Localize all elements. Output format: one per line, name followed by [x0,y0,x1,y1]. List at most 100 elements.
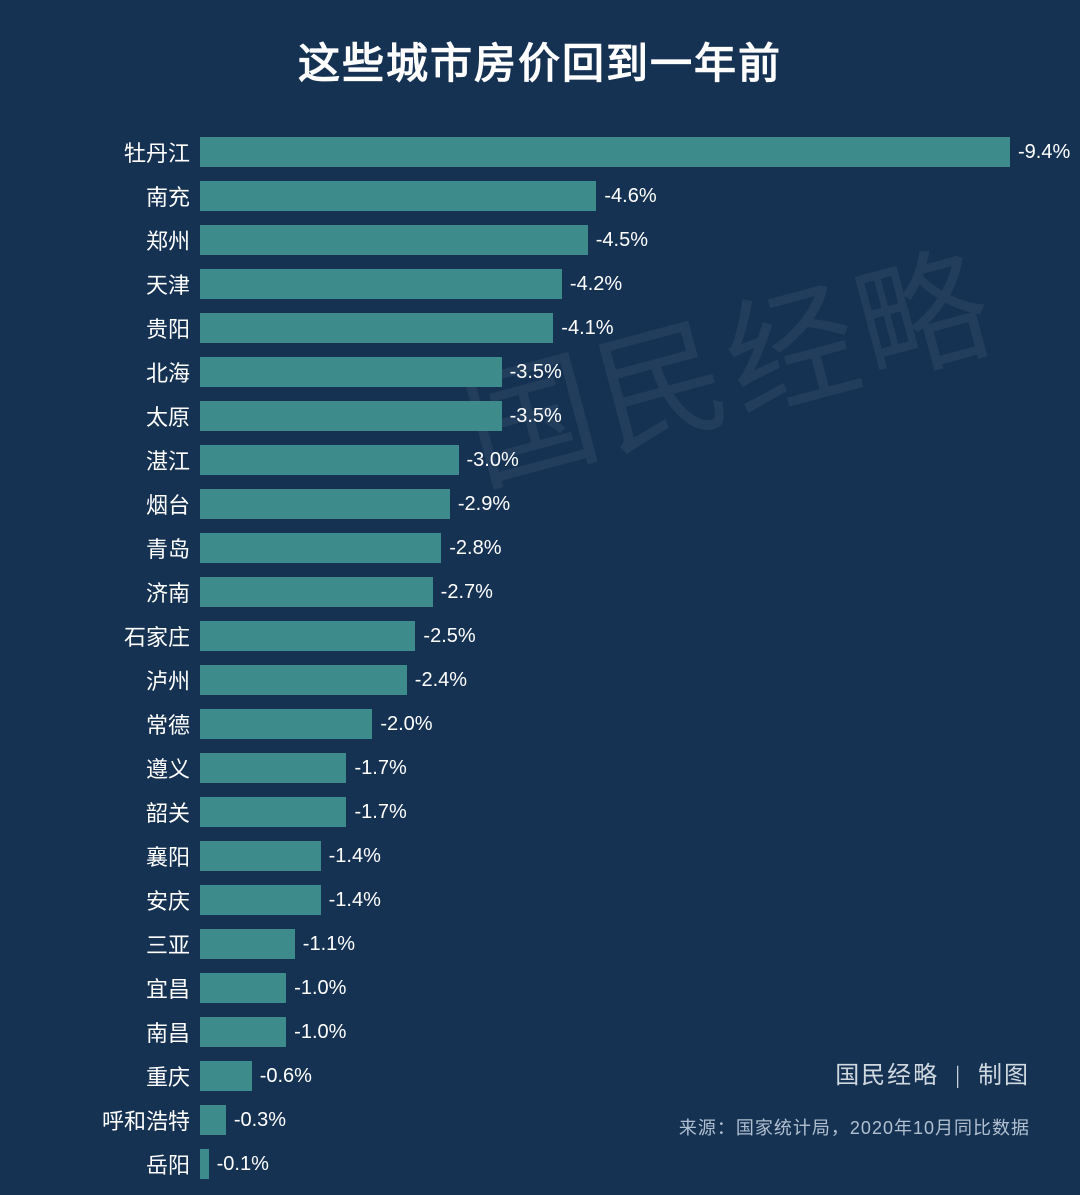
bar [200,1017,286,1047]
bar [200,621,415,651]
bar-row: 常德 -2.0% [40,703,1040,745]
value-label: -1.4% [329,845,381,868]
credits-brand: 国民经略 [835,1063,939,1089]
city-label: 湛江 [40,444,200,476]
value-label: -4.1% [561,317,613,340]
bar-row: 石家庄 -2.5% [40,615,1040,657]
bar-row: 烟台 -2.9% [40,483,1040,525]
bar-area: -2.8% [200,533,1040,563]
bar [200,841,321,871]
value-label: -2.7% [441,581,493,604]
bar-row: 宜昌-1.0% [40,967,1040,1009]
bar-row: 青岛-2.8% [40,527,1040,569]
bar-area: -3.0% [200,445,1040,475]
value-label: -1.7% [354,757,406,780]
bar [200,665,407,695]
bar-row: 济南 -2.7% [40,571,1040,613]
value-label: -2.9% [458,493,510,516]
value-label: -1.7% [354,801,406,824]
city-label: 三亚 [40,928,200,960]
bar [200,489,450,519]
value-label: -3.0% [467,449,519,472]
city-label: 南昌 [40,1016,200,1048]
bar [200,445,459,475]
bar-row: 郑州 -4.5% [40,219,1040,261]
value-label: -0.1% [217,1153,269,1176]
bar-row: 遵义 -1.7% [40,747,1040,789]
city-label: 烟台 [40,488,200,520]
value-label: -2.4% [415,669,467,692]
bar-row: 牡丹江-9.4% [40,131,1040,173]
credits-divider: | [955,1063,962,1090]
bar [200,533,441,563]
source-text: 来源：国家统计局，2020年10月同比数据 [679,1114,1030,1140]
city-label: 牡丹江 [40,136,200,168]
city-label: 常德 [40,708,200,740]
bar-area: -4.2% [200,269,1040,299]
chart-container: 这些城市房价回到一年前 国民经略 牡丹江-9.4%南充-4.6%郑州-4.5%天… [0,0,1080,1195]
bar [200,885,321,915]
bar-row: 韶关 -1.7% [40,791,1040,833]
value-label: -1.0% [294,977,346,1000]
bar [200,929,295,959]
city-label: 重庆 [40,1060,200,1092]
value-label: -3.5% [510,361,562,384]
value-label: -9.4% [1018,141,1070,164]
bar [200,577,433,607]
city-label: 石家庄 [40,620,200,652]
bar [200,753,346,783]
bar-area: -4.1% [200,313,1040,343]
bar [200,313,553,343]
city-label: 青岛 [40,532,200,564]
bar [200,401,502,431]
value-label: -2.5% [423,625,475,648]
bar-area: -4.5% [200,225,1040,255]
bar-row: 太原-3.5% [40,395,1040,437]
bar-area: -1.7% [200,797,1040,827]
city-label: 襄阳 [40,840,200,872]
bar [200,1149,209,1179]
bar [200,1105,226,1135]
value-label: -1.0% [294,1021,346,1044]
bar-area: -1.0% [200,1017,1040,1047]
bar [200,973,286,1003]
bar-area: -3.5% [200,357,1040,387]
bar [200,181,596,211]
city-label: 岳阳 [40,1148,200,1180]
bar-row: 南昌 -1.0% [40,1011,1040,1053]
bar-area: -9.4% [200,137,1070,167]
bar-area: -0.1% [200,1149,1040,1179]
city-label: 韶关 [40,796,200,828]
value-label: -0.6% [260,1065,312,1088]
bar-area: -1.7% [200,753,1040,783]
city-label: 太原 [40,400,200,432]
bar-row: 北海 -3.5% [40,351,1040,393]
bar-area: -1.1% [200,929,1040,959]
bar [200,709,372,739]
city-label: 安庆 [40,884,200,916]
city-label: 北海 [40,356,200,388]
bar-area: -2.7% [200,577,1040,607]
city-label: 济南 [40,576,200,608]
city-label: 郑州 [40,224,200,256]
value-label: -1.4% [329,889,381,912]
credits: 国民经略 | 制图 [835,1055,1030,1090]
value-label: -1.1% [303,933,355,956]
bar-row: 贵阳-4.1% [40,307,1040,349]
bar-area: -1.4% [200,885,1040,915]
bar-row: 安庆 -1.4% [40,879,1040,921]
bar-area: -2.0% [200,709,1040,739]
bar-row: 泸州 -2.4% [40,659,1040,701]
bar [200,269,562,299]
city-label: 天津 [40,268,200,300]
bar-area: -3.5% [200,401,1040,431]
city-label: 南充 [40,180,200,212]
bar-row: 湛江 -3.0% [40,439,1040,481]
chart-title: 这些城市房价回到一年前 [40,30,1040,91]
value-label: -2.0% [380,713,432,736]
value-label: -4.5% [596,229,648,252]
bar-chart: 牡丹江-9.4%南充-4.6%郑州-4.5%天津-4.2%贵阳-4.1%北海-3… [40,131,1040,1185]
credits-suffix: 制图 [978,1063,1030,1089]
city-label: 泸州 [40,664,200,696]
city-label: 遵义 [40,752,200,784]
